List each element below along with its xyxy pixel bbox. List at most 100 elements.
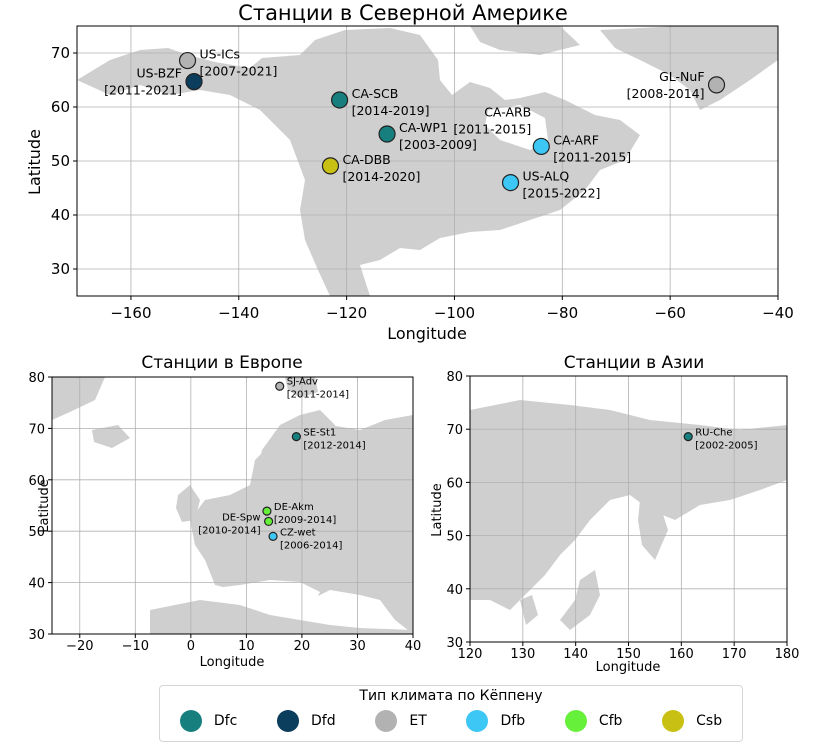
legend-swatch-et bbox=[375, 710, 398, 732]
legend-label: Csb bbox=[696, 713, 723, 729]
station-marker-se-st1[interactable] bbox=[291, 432, 301, 442]
mediterranean-sea bbox=[215, 580, 320, 612]
legend-label: Dfd bbox=[311, 713, 336, 729]
legend-label: Dfc bbox=[213, 713, 238, 729]
station-marker-us-alq[interactable] bbox=[501, 174, 520, 192]
na-x-tick-label: −80 bbox=[546, 304, 578, 322]
north-africa-landmass bbox=[150, 600, 413, 634]
eu-y-axis-label: Latitude bbox=[37, 479, 52, 533]
station-code-ca-wp1: CA-WP1 bbox=[399, 120, 448, 135]
eu-x-tick-label: −10 bbox=[122, 639, 149, 654]
as-x-axis-label: Longitude bbox=[596, 660, 661, 675]
legend-item-dfb: Dfb bbox=[466, 710, 525, 732]
station-marker-cz-wet[interactable] bbox=[268, 531, 278, 541]
station-marker-sj-adv[interactable] bbox=[275, 381, 285, 391]
eu-y-tick-label: 80 bbox=[28, 371, 45, 386]
na-x-tick-label: −40 bbox=[762, 304, 794, 322]
as-x-tick-label: 180 bbox=[775, 647, 800, 662]
hudson-bay bbox=[485, 105, 548, 150]
north-america-landmass bbox=[77, 28, 640, 296]
station-years-de-spw: [2010-2014] bbox=[198, 525, 260, 536]
eu-x-tick-label: 20 bbox=[294, 639, 311, 654]
as-y-tick-label: 70 bbox=[446, 423, 463, 438]
eu-x-axis-label: Longitude bbox=[200, 655, 265, 670]
station-marker-ca-wp1[interactable] bbox=[378, 125, 396, 143]
north-america-map: Станции в Северной Америке −160 −140 −120 −… bbox=[25, 1, 794, 343]
arctic-islands bbox=[470, 26, 580, 55]
na-y-axis-label: Latitude bbox=[25, 129, 44, 195]
legend-label: ET bbox=[409, 713, 427, 729]
as-y-tick-label: 80 bbox=[446, 370, 463, 385]
station-code-se-st1: SE-St1 bbox=[303, 428, 336, 439]
legend-swatch-dfb bbox=[466, 710, 489, 732]
eu-frame bbox=[51, 376, 414, 635]
as-y-tick-label: 40 bbox=[446, 583, 463, 598]
station-years-ru-che: [2002-2005] bbox=[695, 441, 757, 452]
as-y-tick-label: 60 bbox=[446, 476, 463, 491]
station-code-ca-arf: CA-ARF bbox=[553, 132, 599, 147]
eu-y-tick-label: 50 bbox=[28, 525, 45, 540]
station-marker-de-spw[interactable] bbox=[264, 516, 274, 527]
station-years-cz-wet: [2006-2014] bbox=[280, 540, 342, 551]
na-x-tick-label: −140 bbox=[218, 304, 259, 322]
legend-swatch-csb bbox=[662, 710, 685, 732]
na-y-tick-label: 30 bbox=[51, 260, 70, 278]
station-code-gl-nuf: GL-NuF bbox=[659, 69, 704, 84]
na-x-tick-label: −160 bbox=[110, 304, 151, 322]
station-code-us-alq: US-ALQ bbox=[523, 169, 570, 184]
station-code-us-ics: US-ICs bbox=[200, 47, 241, 62]
station-code-ca-arb: CA-ARB bbox=[484, 104, 531, 119]
na-y-tick-label: 50 bbox=[51, 152, 70, 170]
station-years-ca-wp1: [2003-2009] bbox=[399, 137, 477, 152]
na-title: Станции в Северной Америке bbox=[238, 1, 568, 25]
station-code-sj-adv: SJ-Adv bbox=[287, 376, 318, 387]
as-x-tick-label: 140 bbox=[563, 647, 588, 662]
as-y-tick-label: 50 bbox=[446, 530, 463, 545]
eu-y-tick-label: 60 bbox=[28, 474, 45, 489]
eu-y-tick-label: 40 bbox=[28, 577, 45, 592]
station-marker-gl-nuf[interactable] bbox=[707, 76, 726, 94]
legend-swatch-cfb bbox=[564, 710, 587, 732]
na-x-tick-label: −120 bbox=[326, 304, 367, 322]
na-x-tick-label: −60 bbox=[654, 304, 686, 322]
as-x-tick-label: 130 bbox=[510, 647, 535, 662]
station-code-de-spw: DE-Spw bbox=[222, 512, 261, 523]
station-years-se-st1: [2012-2014] bbox=[303, 441, 365, 452]
legend-swatch-dfd bbox=[277, 710, 299, 732]
legend-label: Cfb bbox=[598, 713, 623, 729]
station-code-ca-dbb: CA-DBB bbox=[342, 152, 390, 167]
legend-item-dfc: Dfc bbox=[179, 710, 238, 732]
station-code-cz-wet: CZ-wet bbox=[280, 527, 316, 538]
as-x-tick-label: 160 bbox=[669, 647, 694, 662]
station-marker-ru-che[interactable] bbox=[683, 432, 693, 442]
eu-x-tick-label: 30 bbox=[349, 639, 366, 654]
legend-item-cfb: Cfb bbox=[564, 710, 623, 732]
greenland-landmass bbox=[600, 26, 778, 110]
siberia-landmass bbox=[470, 400, 787, 610]
legend-label: Dfb bbox=[500, 713, 526, 729]
as-title: Станции в Азии bbox=[564, 353, 705, 373]
station-years-us-alq: [2015-2022] bbox=[523, 186, 601, 201]
eu-y-tick-label: 30 bbox=[28, 628, 45, 643]
as-y-tick-label: 30 bbox=[446, 636, 463, 651]
station-marker-ca-arf[interactable] bbox=[532, 137, 550, 156]
climate-legend: Тип климата по Кёппену Dfc Dfd ET Dfb Cfb Csb bbox=[159, 685, 743, 742]
station-marker-de-akm[interactable] bbox=[262, 506, 272, 516]
as-x-tick-label: 120 bbox=[458, 647, 483, 662]
na-y-tick-label: 70 bbox=[51, 44, 70, 62]
station-marker-ca-dbb[interactable] bbox=[321, 157, 340, 175]
korea-landmass bbox=[520, 595, 538, 625]
station-years-us-ics: [2007-2021] bbox=[200, 64, 278, 79]
as-x-tick-label: 150 bbox=[616, 647, 641, 662]
as-x-tick-label: 170 bbox=[722, 647, 747, 662]
asia-map: Станции в Азии 120 130 140 150 160 170 180 30 40… bbox=[430, 353, 799, 675]
station-years-gl-nuf: [2008-2014] bbox=[627, 86, 705, 101]
station-marker-us-bzf[interactable] bbox=[185, 73, 203, 91]
na-x-tick-label: −100 bbox=[434, 304, 475, 322]
station-marker-us-ics[interactable] bbox=[178, 51, 197, 70]
station-years-de-akm: [2009-2014] bbox=[274, 515, 336, 526]
station-marker-ca-scb[interactable] bbox=[331, 91, 349, 109]
station-years-sj-adv: [2011-2014] bbox=[287, 389, 349, 400]
legend-item-csb: Csb bbox=[662, 710, 722, 732]
